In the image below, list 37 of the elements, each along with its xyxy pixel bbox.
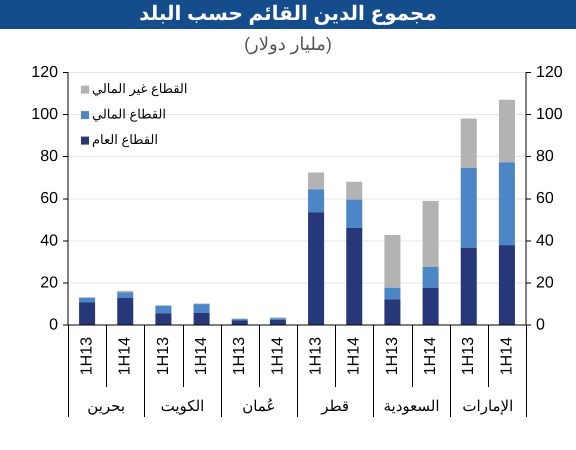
chart-title: مجموع الدين القائم حسب البلد [0,0,576,29]
text: قطر [320,398,350,416]
y2-tick-label: 100 [536,106,563,124]
y-tick-label: 0 [49,316,58,334]
y2-tick-label: 80 [536,148,554,166]
x-tick-label: 1H14 [422,336,439,376]
text: الإمارات [462,398,514,416]
y2-tick-label: 40 [536,232,554,250]
y2-tick-label: 120 [536,64,563,82]
y-tick-label: 60 [40,190,58,208]
y-tick-label: 40 [40,232,58,250]
x-tick-label: 1H14 [269,336,286,376]
x-tick-label: 1H14 [192,336,210,376]
x-tick-label: 1H13 [231,336,248,376]
y-tick-label: 20 [40,274,58,292]
y-tick-label: 100 [31,106,58,124]
x-tick-label: 1H13 [460,336,478,376]
y2-tick-label: 60 [536,190,554,208]
x-tick-label: 1H14 [346,336,363,376]
text: بحرين [87,398,126,416]
y2-tick-label: 20 [536,274,554,292]
legend-label: القطاع العام [92,132,158,148]
text: السعودية [383,398,440,416]
x-tick-label: 1H13 [384,336,401,376]
chart-subtitle: (مليار دولار) [243,33,333,55]
y-tick-label: 80 [40,148,58,166]
y-tick-label: 120 [31,64,58,82]
text: عُمان [242,398,276,416]
text: الكويت [160,398,204,416]
x-tick-label: 1H13 [154,336,172,376]
x-tick-label: 1H14 [498,336,516,376]
legend-label: القطاع المالي [92,106,166,123]
x-tick-label: 1H13 [78,336,96,376]
x-tick-label: 1H13 [307,336,324,376]
x-tick-label: 1H14 [116,336,134,376]
legend-label: القطاع غير المالي [92,81,188,98]
y2-tick-label: 0 [536,316,545,334]
